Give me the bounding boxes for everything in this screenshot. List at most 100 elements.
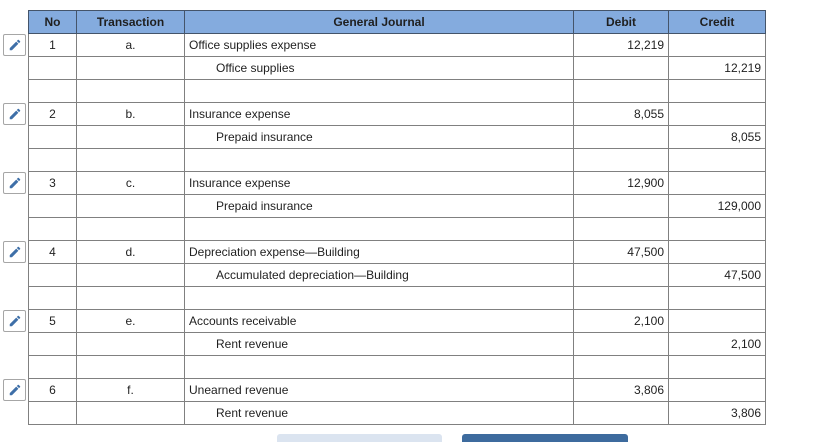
journal-row-credit: Rent revenue 3,806 xyxy=(28,401,766,425)
cell-no-empty xyxy=(28,56,77,80)
cell-debit-empty xyxy=(573,332,669,356)
cell-credit-amount: 12,219 xyxy=(668,56,766,80)
cell-no-empty xyxy=(28,194,77,218)
cell-empty xyxy=(76,286,185,310)
cell-transaction: e. xyxy=(76,309,185,333)
cell-empty xyxy=(573,148,669,172)
cell-empty xyxy=(28,355,77,379)
cell-debit-amount: 2,100 xyxy=(573,309,669,333)
cell-trans-empty xyxy=(76,194,185,218)
cell-credit-empty xyxy=(668,33,766,57)
cell-debit-amount: 8,055 xyxy=(573,102,669,126)
cell-debit-account: Accounts receivable xyxy=(184,309,574,333)
journal-row-debit: 3 c. Insurance expense 12,900 xyxy=(28,171,766,195)
journal-table-body: 1 a. Office supplies expense 12,219 Office s… xyxy=(28,33,766,425)
edit-entry-4-button[interactable] xyxy=(3,241,26,263)
cell-transaction: d. xyxy=(76,240,185,264)
cell-debit-amount: 12,900 xyxy=(573,171,669,195)
cell-debit-account: Depreciation expense—Building xyxy=(184,240,574,264)
cell-no-empty xyxy=(28,263,77,287)
edit-entry-6-button[interactable] xyxy=(3,379,26,401)
pencil-icon xyxy=(9,315,20,327)
pencil-icon xyxy=(9,246,20,258)
cell-empty xyxy=(28,148,77,172)
cell-trans-empty xyxy=(76,56,185,80)
col-header-journal: General Journal xyxy=(184,10,574,34)
cell-credit-amount: 3,806 xyxy=(668,401,766,425)
edit-entry-1-button[interactable] xyxy=(3,34,26,56)
cell-empty xyxy=(668,286,766,310)
journal-row-credit: Accumulated depreciation—Building 47,500 xyxy=(28,263,766,287)
cell-empty xyxy=(28,79,77,103)
cell-debit-account: Office supplies expense xyxy=(184,33,574,57)
cell-transaction: b. xyxy=(76,102,185,126)
cell-debit-empty xyxy=(573,401,669,425)
cell-credit-amount: 129,000 xyxy=(668,194,766,218)
cell-transaction: a. xyxy=(76,33,185,57)
edit-entry-2-button[interactable] xyxy=(3,103,26,125)
journal-row-debit: 6 f. Unearned revenue 3,806 xyxy=(28,378,766,402)
cell-empty xyxy=(28,286,77,310)
cell-empty xyxy=(668,355,766,379)
cell-empty xyxy=(184,79,574,103)
cell-credit-account: Rent revenue xyxy=(184,332,574,356)
cell-debit-empty xyxy=(573,125,669,149)
cell-empty xyxy=(668,79,766,103)
journal-row-credit: Rent revenue 2,100 xyxy=(28,332,766,356)
separator-row xyxy=(28,148,766,172)
cell-credit-empty xyxy=(668,240,766,264)
cell-entry-no: 6 xyxy=(28,378,77,402)
journal-row-debit: 5 e. Accounts receivable 2,100 xyxy=(28,309,766,333)
cell-empty xyxy=(76,355,185,379)
cell-empty xyxy=(184,217,574,241)
cell-debit-amount: 3,806 xyxy=(573,378,669,402)
cell-credit-amount: 8,055 xyxy=(668,125,766,149)
journal-row-credit: Prepaid insurance 129,000 xyxy=(28,194,766,218)
cell-credit-empty xyxy=(668,102,766,126)
edit-entry-3-button[interactable] xyxy=(3,172,26,194)
col-header-debit: Debit xyxy=(573,10,669,34)
cell-entry-no: 5 xyxy=(28,309,77,333)
col-header-transaction: Transaction xyxy=(76,10,185,34)
cell-empty xyxy=(184,148,574,172)
cell-empty xyxy=(28,217,77,241)
cell-entry-no: 2 xyxy=(28,102,77,126)
cell-empty xyxy=(76,217,185,241)
footer-primary-button[interactable] xyxy=(462,434,628,442)
cell-credit-empty xyxy=(668,309,766,333)
cell-transaction: f. xyxy=(76,378,185,402)
cell-debit-empty xyxy=(573,263,669,287)
cell-empty xyxy=(668,217,766,241)
cell-empty xyxy=(573,217,669,241)
journal-row-credit: Office supplies 12,219 xyxy=(28,56,766,80)
pencil-icon xyxy=(9,108,20,120)
cell-debit-amount: 12,219 xyxy=(573,33,669,57)
pencil-icon xyxy=(9,39,20,51)
cell-empty xyxy=(573,355,669,379)
cell-credit-account: Office supplies xyxy=(184,56,574,80)
cell-no-empty xyxy=(28,125,77,149)
cell-debit-account: Unearned revenue xyxy=(184,378,574,402)
cell-no-empty xyxy=(28,401,77,425)
cell-debit-account: Insurance expense xyxy=(184,102,574,126)
cell-credit-amount: 2,100 xyxy=(668,332,766,356)
cell-empty xyxy=(76,79,185,103)
col-header-no: No xyxy=(28,10,77,34)
cell-entry-no: 1 xyxy=(28,33,77,57)
edit-entry-5-button[interactable] xyxy=(3,310,26,332)
cell-empty xyxy=(668,148,766,172)
cell-empty xyxy=(184,286,574,310)
separator-row xyxy=(28,355,766,379)
journal-row-debit: 2 b. Insurance expense 8,055 xyxy=(28,102,766,126)
footer-secondary-button[interactable] xyxy=(277,434,442,442)
cell-credit-account: Accumulated depreciation—Building xyxy=(184,263,574,287)
cell-credit-account: Rent revenue xyxy=(184,401,574,425)
cell-credit-amount: 47,500 xyxy=(668,263,766,287)
col-header-credit: Credit xyxy=(668,10,766,34)
cell-credit-account: Prepaid insurance xyxy=(184,125,574,149)
cell-empty xyxy=(573,79,669,103)
cell-entry-no: 4 xyxy=(28,240,77,264)
cell-debit-amount: 47,500 xyxy=(573,240,669,264)
cell-trans-empty xyxy=(76,125,185,149)
